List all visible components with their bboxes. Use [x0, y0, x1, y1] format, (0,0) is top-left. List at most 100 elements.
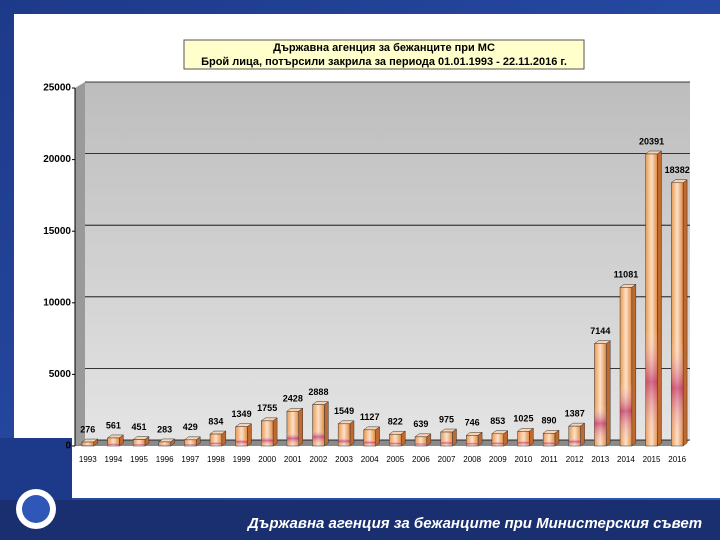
value-label: 561	[106, 420, 121, 430]
bar-shade	[158, 441, 171, 446]
bar-shade	[363, 429, 376, 446]
bar-side	[221, 430, 227, 447]
bar-shade	[491, 433, 504, 446]
bar-side	[375, 426, 380, 447]
y-tick-label: 5000	[49, 369, 72, 380]
bar-side	[580, 422, 585, 447]
bar-shade	[415, 436, 427, 446]
value-label: 1387	[565, 409, 585, 419]
y-tick-label: 0	[65, 441, 71, 452]
plot-back-wall	[85, 82, 690, 440]
x-tick-label: 1996	[156, 455, 174, 464]
bar-side	[247, 423, 252, 447]
value-label: 1349	[232, 409, 252, 419]
value-label: 2428	[283, 394, 303, 404]
bar-side	[272, 417, 278, 447]
bar-shade	[671, 182, 684, 446]
value-label: 1025	[513, 414, 533, 424]
x-tick-label: 2004	[361, 455, 379, 464]
x-tick-label: 2008	[463, 455, 481, 464]
chart-subtitle: Брой лица, потърсили закрила за периода …	[201, 56, 567, 68]
value-label: 1755	[257, 403, 277, 413]
x-tick-label: 2006	[412, 455, 430, 464]
bar-shade	[389, 434, 402, 446]
x-tick-label: 2005	[386, 455, 404, 464]
value-label: 20391	[639, 136, 664, 146]
footer-text: Държавна агенция за бежанците при Минист…	[246, 515, 702, 532]
value-label: 639	[413, 419, 428, 429]
x-tick-label: 2001	[284, 455, 302, 464]
value-label: 1127	[360, 412, 380, 422]
bar-shade	[440, 432, 453, 446]
plot-side-wall	[75, 82, 85, 446]
bar-shade	[235, 426, 248, 446]
bar-side	[298, 407, 303, 447]
bar-side	[324, 401, 329, 447]
value-label: 890	[542, 416, 557, 426]
bar-side	[554, 429, 560, 447]
bar-side	[631, 283, 637, 447]
y-tick-label: 15000	[43, 226, 71, 237]
value-label: 429	[183, 422, 198, 432]
x-tick-label: 1997	[181, 455, 199, 464]
bar-side	[529, 427, 534, 447]
bar-side	[503, 430, 508, 447]
value-label: 283	[157, 424, 172, 434]
bar-side	[682, 179, 688, 447]
value-label: 2888	[308, 387, 328, 397]
bar-shade	[133, 439, 145, 446]
x-tick-label: 2009	[489, 455, 507, 464]
value-label: 853	[490, 416, 505, 426]
x-tick-label: 1998	[207, 455, 225, 464]
bar-shade	[210, 434, 222, 446]
footer-band	[0, 500, 720, 540]
bar-side	[605, 340, 611, 447]
x-tick-label: 2012	[566, 455, 584, 464]
x-tick-label: 2003	[335, 455, 353, 464]
bar-shade	[645, 154, 658, 446]
value-label: 834	[208, 416, 223, 426]
x-tick-label: 2002	[310, 455, 328, 464]
x-tick-label: 1999	[233, 455, 251, 464]
x-tick-label: 2015	[643, 455, 661, 464]
x-tick-label: 2014	[617, 455, 635, 464]
x-tick-label: 2013	[591, 455, 609, 464]
bar-side	[657, 150, 662, 447]
bar-shade	[107, 437, 120, 446]
bar-shade	[517, 431, 530, 446]
title-box	[183, 39, 585, 70]
y-tick-label: 25000	[43, 83, 71, 94]
x-tick-label: 2016	[668, 455, 686, 464]
value-label: 822	[388, 417, 403, 427]
bar-side	[452, 428, 457, 447]
bar-shade	[261, 420, 274, 446]
chart-title: Държавна агенция за бежанците при МС	[273, 42, 495, 54]
x-tick-label: 2007	[438, 455, 456, 464]
bar-shade	[568, 426, 581, 446]
bar-shade	[466, 435, 479, 446]
bar-shade	[620, 287, 632, 446]
x-tick-label: 1993	[79, 455, 97, 464]
bar-shade	[184, 439, 197, 446]
bar-shade	[286, 411, 299, 446]
value-label: 18382	[665, 165, 690, 175]
bar-shade	[594, 343, 607, 446]
value-label: 1549	[334, 406, 354, 416]
value-label: 7144	[590, 326, 610, 336]
bar-shade	[338, 423, 350, 446]
value-label: 746	[465, 418, 480, 428]
bar-shade	[81, 442, 94, 446]
value-label: 11081	[614, 270, 639, 280]
bar-side	[349, 420, 355, 447]
bar-shade	[543, 433, 555, 446]
value-label: 975	[439, 414, 454, 424]
y-tick-label: 20000	[43, 154, 71, 165]
value-label: 276	[80, 424, 95, 434]
logo-inner	[22, 495, 50, 523]
plot-floor	[75, 440, 690, 446]
value-label: 451	[132, 422, 147, 432]
bar-shade	[312, 404, 325, 446]
x-tick-label: 1995	[130, 455, 148, 464]
x-tick-label: 2010	[515, 455, 533, 464]
